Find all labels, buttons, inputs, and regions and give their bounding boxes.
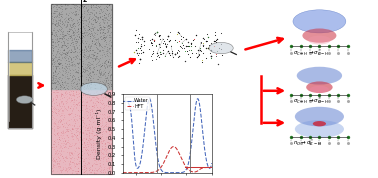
Water <box>170 172 174 174</box>
Ellipse shape <box>295 107 344 126</box>
Ellipse shape <box>295 120 344 138</box>
Water <box>231 100 236 102</box>
Text: $\sigma_{C-H} \rightarrow \sigma^*_{O-H}$: $\sigma_{C-H} \rightarrow \sigma^*_{O-H}… <box>293 95 330 106</box>
Y-axis label: Density (g ml⁻¹): Density (g ml⁻¹) <box>96 108 102 159</box>
Water <box>208 167 212 169</box>
Text: $n_{O} \rightarrow \sigma^*_{C-H}$: $n_{O} \rightarrow \sigma^*_{C-H}$ <box>293 137 322 148</box>
Ellipse shape <box>302 28 336 43</box>
Ellipse shape <box>313 121 326 126</box>
HFT <box>231 166 236 169</box>
Legend: Water, HFT: Water, HFT <box>125 97 150 110</box>
Water <box>166 172 171 174</box>
HFT <box>115 172 119 174</box>
Circle shape <box>209 42 233 54</box>
Circle shape <box>16 96 33 104</box>
Water <box>235 100 239 102</box>
Ellipse shape <box>297 67 342 85</box>
HFT <box>170 146 174 148</box>
Ellipse shape <box>308 36 331 44</box>
Water <box>171 172 176 174</box>
HFT <box>231 166 235 169</box>
Ellipse shape <box>310 86 329 93</box>
Circle shape <box>80 83 107 95</box>
Line: Water: Water <box>110 99 237 173</box>
Text: z: z <box>83 0 87 3</box>
HFT <box>235 166 239 169</box>
Ellipse shape <box>306 82 333 93</box>
HFT <box>108 172 112 174</box>
Water <box>108 100 112 102</box>
Water <box>115 100 119 102</box>
Water <box>231 100 236 102</box>
Water <box>147 98 152 100</box>
Line: HFT: HFT <box>110 146 237 173</box>
Text: $\sigma_{C-H} \rightarrow \sigma^*_{C-H}$: $\sigma_{C-H} \rightarrow \sigma^*_{C-H}… <box>293 47 329 58</box>
HFT <box>171 145 176 148</box>
HFT <box>166 151 171 154</box>
Ellipse shape <box>293 10 346 33</box>
HFT <box>208 166 212 169</box>
Bar <box>51 4 112 174</box>
